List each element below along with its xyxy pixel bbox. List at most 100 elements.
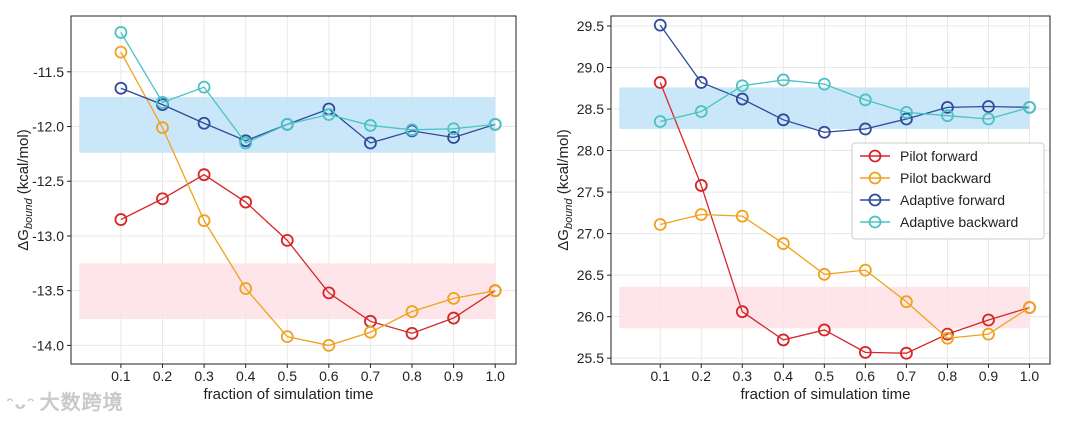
data-point — [364, 119, 377, 132]
chart-1: 0.1 0.2 0.3 0.4 0.5 0.6 0.7 0.8 0.9 1.0 fraction o… — [15, 15, 517, 403]
series-line — [659, 82, 1030, 354]
data-point — [982, 100, 995, 113]
x-tick-label: 0.8 — [402, 368, 422, 384]
data-point — [982, 112, 995, 126]
data-point — [197, 214, 211, 228]
data-point — [280, 233, 294, 247]
series-line — [120, 32, 496, 144]
y-tick-label: -13.5 — [32, 283, 64, 299]
data-point — [858, 93, 872, 107]
data-point — [156, 192, 169, 206]
data-point — [735, 305, 749, 319]
y-tick-label: 28.5 — [577, 101, 604, 117]
data-point — [364, 325, 377, 339]
band-pilot — [619, 286, 1030, 329]
y-tick-label: 28.0 — [577, 143, 604, 159]
series-adaptive-backward — [653, 73, 1036, 128]
data-point — [982, 327, 995, 341]
x-axis-label: fraction of simulation time — [203, 386, 373, 403]
y-tick-label: -12.0 — [32, 119, 64, 135]
y-tick-label: -12.5 — [32, 173, 64, 189]
data-point — [280, 330, 294, 344]
x-tick-label: 0.3 — [194, 368, 214, 384]
x-tick-label: 0.6 — [856, 368, 876, 384]
y-tick-label: 27.5 — [577, 184, 604, 200]
x-tick-label: 0.1 — [650, 368, 670, 384]
y-tick-label: 25.5 — [577, 350, 604, 366]
series-pilot-backward — [114, 45, 502, 352]
x-tick-label: 1.0 — [1020, 368, 1040, 384]
x-tick-label: 0.6 — [319, 368, 339, 384]
legend-entry: Pilot backward — [860, 170, 991, 186]
data-point — [817, 267, 831, 281]
series-line — [120, 51, 496, 347]
legend-marker — [868, 215, 882, 229]
data-point — [694, 76, 708, 89]
x-tick-label: 0.5 — [278, 368, 298, 384]
series-line — [120, 87, 496, 144]
data-point — [447, 311, 461, 325]
x-tick-label: 0.7 — [897, 368, 917, 384]
data-point — [776, 237, 790, 250]
data-point — [364, 136, 377, 150]
data-point — [1023, 100, 1036, 114]
data-point — [114, 81, 128, 95]
data-point — [900, 295, 913, 309]
data-point — [653, 218, 667, 231]
y-axis: -11.5 -12.0 -12.5 -13.0 -13.5 -14.0 ΔGbound (k… — [15, 64, 71, 353]
watermark-text: 大数跨境 — [39, 390, 124, 414]
data-point — [114, 213, 128, 226]
data-point — [694, 208, 708, 221]
data-point — [653, 115, 667, 128]
data-point — [653, 18, 667, 32]
legend-marker — [868, 193, 882, 207]
data-point — [941, 331, 954, 345]
data-point — [322, 286, 336, 300]
data-point — [941, 100, 954, 114]
y-tick-label: -14.0 — [32, 337, 64, 353]
data-point — [114, 45, 128, 59]
legend-box — [851, 142, 1045, 240]
series-line — [660, 213, 1030, 339]
x-tick-label: 0.2 — [153, 368, 173, 384]
data-point — [735, 209, 749, 223]
data-point — [941, 109, 954, 123]
data-point — [488, 284, 502, 298]
plot-frame — [70, 15, 517, 365]
watermark: ᵔᴗᵔ 大数跨境 — [6, 386, 124, 415]
x-tick-label: 0.2 — [692, 368, 712, 384]
y-axis: 29.5 29.0 28.5 28.0 27.5 27.0 26.5 26.0 25.5 ΔGbo… — [555, 18, 611, 366]
x-tick-label: 0.9 — [444, 368, 464, 384]
series-line — [659, 24, 1030, 133]
data-point — [776, 73, 790, 87]
y-tick-label: 26.5 — [577, 267, 604, 283]
legend-marker — [868, 149, 882, 163]
data-point — [694, 179, 708, 192]
legend-entry: Pilot forward — [860, 148, 978, 164]
data-point — [858, 263, 872, 277]
data-point — [817, 77, 831, 91]
data-point — [900, 346, 913, 360]
band-pilot — [79, 263, 496, 320]
legend-label: Pilot backward — [900, 170, 991, 186]
x-tick-label: 0.9 — [979, 368, 999, 384]
data-point — [776, 113, 790, 127]
legend: Pilot forward Pilot backward Adaptive forw… — [851, 142, 1045, 240]
x-tick-label: 0.4 — [236, 368, 256, 384]
data-point — [817, 125, 831, 139]
x-tick-label: 0.3 — [733, 368, 753, 384]
x-axis-label: fraction of simulation time — [740, 386, 910, 403]
data-point — [197, 80, 211, 94]
x-tick-label: 0.7 — [361, 368, 381, 384]
y-tick-label: 27.0 — [577, 226, 604, 242]
data-point — [322, 108, 336, 121]
data-point — [858, 122, 872, 136]
y-tick-label: -11.5 — [33, 64, 64, 80]
series-pilot-forward — [114, 168, 502, 340]
data-point — [156, 96, 169, 109]
data-point — [239, 195, 253, 209]
x-tick-label: 0.4 — [774, 368, 794, 384]
legend-entry: Adaptive forward — [860, 192, 1005, 208]
data-point — [653, 76, 667, 89]
